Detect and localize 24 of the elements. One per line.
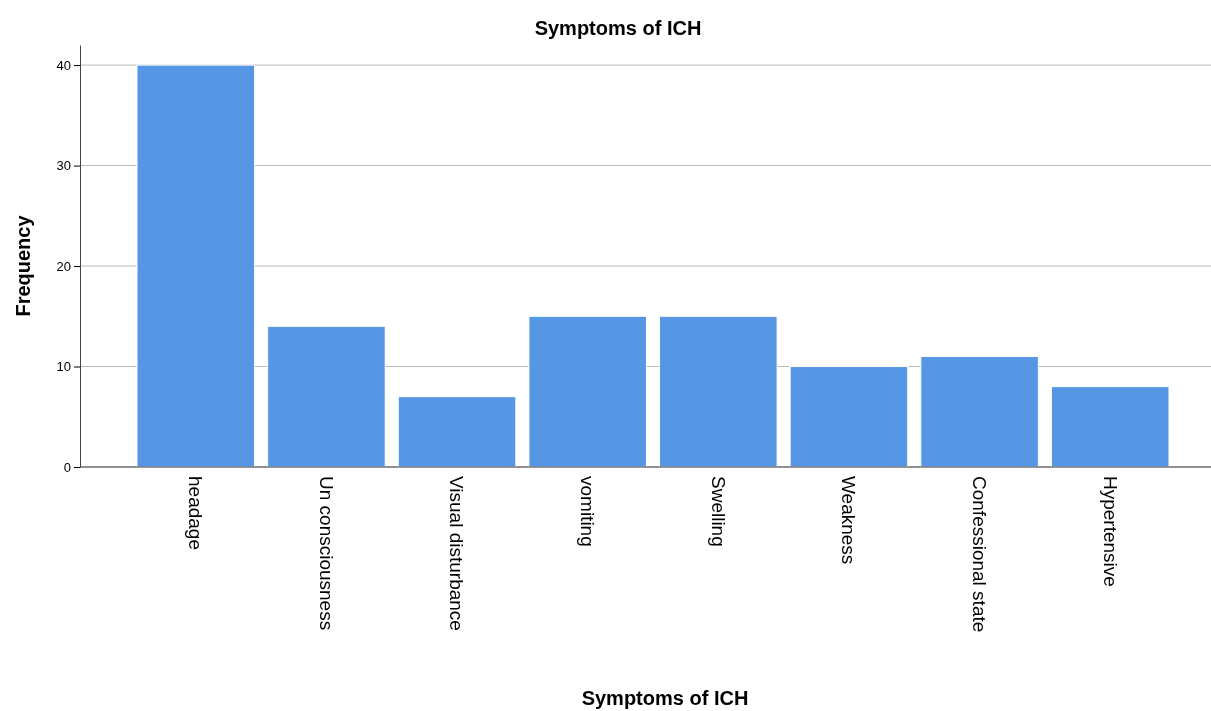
y-tick-label: 20 [56, 258, 71, 274]
x-tick-label: Confessional state [968, 476, 990, 633]
bar [136, 64, 256, 468]
y-tick-label: 10 [56, 359, 71, 375]
y-tick-label: 40 [56, 57, 71, 73]
x-tick-label: Un consciousness [315, 476, 337, 631]
x-tick-label: Swelling [707, 476, 729, 547]
bar [920, 355, 1039, 468]
bar [267, 325, 386, 468]
y-tick-label: 30 [56, 158, 71, 174]
x-tick-label: Weakness [838, 476, 860, 565]
bar [789, 366, 909, 468]
bar [1050, 386, 1170, 468]
y-axis-title: Frequency [12, 214, 34, 317]
x-tick-label: vomiting [577, 476, 599, 547]
x-tick-label: headage [185, 476, 207, 550]
bar [397, 396, 517, 468]
bar [659, 315, 778, 468]
x-tick-label: Hypertensive [1099, 476, 1121, 587]
x-tick-label: Visual disturbance [446, 476, 468, 631]
chart-title: Symptoms of ICH [534, 17, 702, 39]
x-axis-title: Symptoms of ICH [581, 687, 749, 709]
bar [528, 315, 647, 468]
y-tick-label: 0 [63, 459, 71, 475]
